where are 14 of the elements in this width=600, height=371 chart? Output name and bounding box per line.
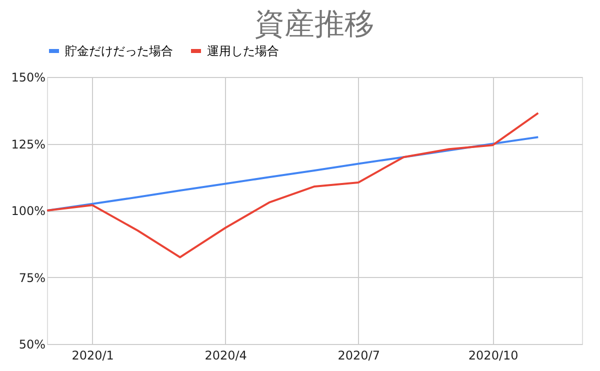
x-tick-label: 2020/1 [72, 348, 114, 362]
y-tick-label: 75% [18, 270, 46, 285]
y-tick-label: 50% [18, 338, 46, 352]
x-tick-label: 2020/4 [204, 348, 247, 362]
y-tick-label: 100% [11, 204, 46, 218]
x-tick-label: 2020/7 [338, 348, 380, 362]
legend-label: 運用した場合 [207, 44, 279, 58]
y-tick-label: 150% [11, 70, 46, 84]
y-tick-label: 125% [11, 137, 46, 152]
x-tick-label: 2020/10 [468, 348, 518, 362]
chart-title: 資産推移 [254, 7, 374, 42]
legend-label: 貯金だけだった場合 [65, 44, 173, 58]
line-series [47, 112, 540, 258]
line-series [47, 136, 540, 212]
